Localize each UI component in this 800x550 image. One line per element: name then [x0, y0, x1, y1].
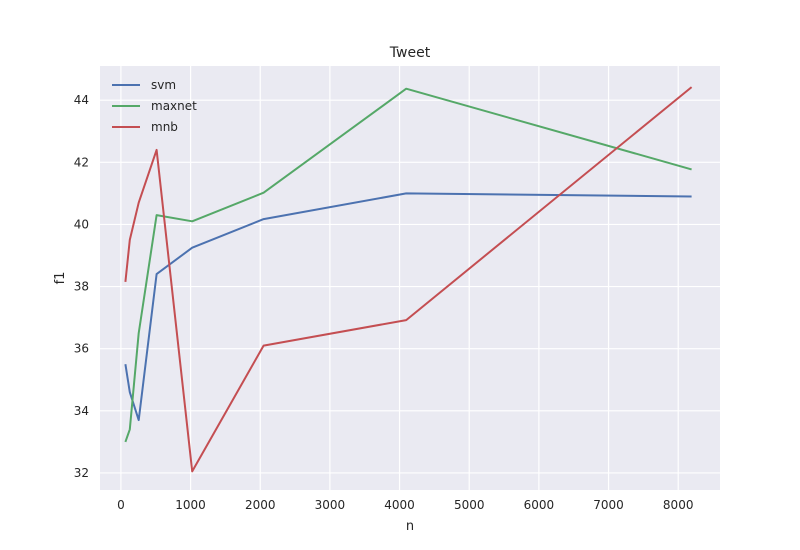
series-lines	[124, 86, 693, 473]
y-tick-label: 44	[74, 93, 89, 107]
x-axis-ticks: 0 1000 2000 3000 4000 5000 6000 7000 8000	[117, 498, 693, 512]
x-tick-label: 0	[117, 498, 125, 512]
y-tick-label: 42	[74, 155, 89, 169]
legend: svm maxnet mnb	[112, 78, 197, 134]
x-tick-label: 5000	[454, 498, 485, 512]
x-tick-label: 6000	[524, 498, 555, 512]
chart-title: Tweet	[389, 45, 431, 61]
series-line-maxnet	[124, 87, 692, 443]
x-tick-label: 8000	[663, 498, 694, 512]
plot-area-background	[100, 66, 720, 490]
x-tick-label: 2000	[245, 498, 276, 512]
y-tick-label: 36	[74, 342, 89, 356]
series-line-svm	[124, 192, 692, 422]
x-tick-label: 4000	[384, 498, 415, 512]
y-axis-label: f1	[53, 272, 68, 285]
x-tick-label: 1000	[175, 498, 206, 512]
y-axis-ticks: 32 34 36 38 40 42 44	[74, 93, 89, 480]
legend-label-svm: svm	[151, 78, 176, 92]
legend-label-mnb: mnb	[151, 120, 178, 134]
x-tick-label: 3000	[315, 498, 346, 512]
y-tick-label: 34	[74, 404, 89, 418]
y-tick-label: 32	[74, 466, 89, 480]
y-tick-label: 38	[74, 280, 89, 294]
x-axis-label: n	[406, 519, 414, 534]
x-tick-label: 7000	[593, 498, 624, 512]
series-line-mnb	[124, 86, 693, 473]
y-tick-label: 40	[74, 217, 89, 231]
legend-label-maxnet: maxnet	[151, 99, 197, 113]
grid-lines	[100, 66, 720, 490]
